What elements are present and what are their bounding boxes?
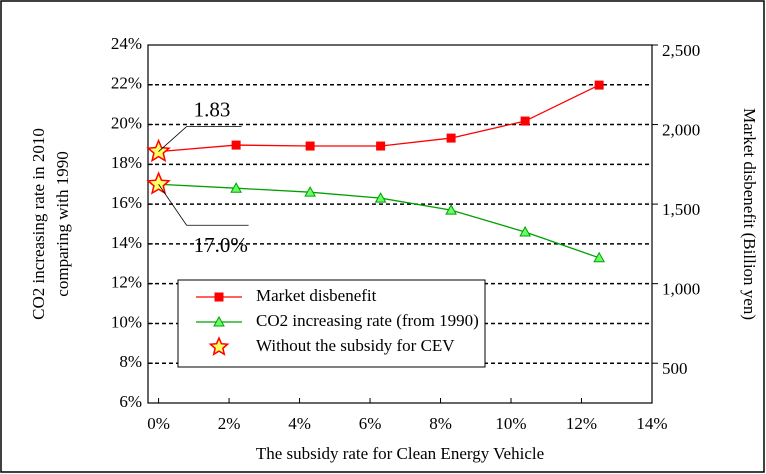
marker (519, 225, 531, 237)
legend-label: Without the subsidy for CEV (256, 336, 455, 355)
marker (305, 141, 315, 151)
y-tick-label: 24% (111, 34, 142, 53)
marker (231, 140, 241, 150)
marker (594, 80, 604, 90)
marker (230, 182, 242, 193)
y-axis-label: comparing with 1990 (53, 151, 72, 296)
value-label: 17.0% (194, 233, 248, 257)
legend-marker (213, 315, 225, 327)
baseline-star (146, 138, 171, 163)
y-tick-label: 8% (119, 352, 142, 371)
y-axis-label: CO2 increasing rate in 2010 (29, 128, 48, 320)
y2-tick-label: 2,500 (662, 41, 700, 60)
x-tick-label: 12% (566, 414, 597, 433)
baseline-star (146, 171, 171, 195)
legend-marker (214, 292, 224, 302)
x-tick-label: 8% (429, 414, 452, 433)
x-tick-label: 0% (147, 414, 170, 433)
y-tick-label: 20% (111, 113, 142, 132)
y2-tick-label: 2,000 (662, 120, 700, 139)
y-tick-label: 18% (111, 153, 142, 172)
y2-tick-label: 500 (662, 359, 688, 378)
y-tick-label: 14% (111, 233, 142, 252)
legend-label: Market disbenefit (256, 286, 377, 305)
y-tick-label: 6% (119, 392, 142, 411)
legend-box (177, 279, 486, 368)
x-tick-label: 6% (359, 414, 382, 433)
y2-tick-label: 1,000 (662, 280, 700, 299)
marker (593, 251, 605, 263)
marker (376, 141, 386, 151)
plot-border (147, 44, 653, 404)
y-tick-label: 10% (111, 312, 142, 331)
leader-line (158, 126, 242, 152)
x-tick-label: 14% (636, 414, 667, 433)
marker (520, 116, 530, 126)
x-tick-label: 4% (288, 414, 311, 433)
leader-line (158, 183, 249, 226)
marker (374, 192, 387, 203)
y2-tick-label: 1,500 (662, 200, 700, 219)
marker (445, 204, 457, 215)
x-axis-label: The subsidy rate for Clean Energy Vehicl… (256, 444, 544, 463)
x-tick-label: 10% (495, 414, 526, 433)
y-tick-label: 22% (111, 74, 142, 93)
legend-label: CO2 increasing rate (from 1990) (256, 311, 479, 330)
legend-marker (208, 336, 230, 356)
marker (304, 186, 316, 197)
value-label: 1.83 (194, 97, 231, 121)
plot: 6% 8% 10% 12% 14% 16% 18% 20% 22% 24% 500 1,000 1,50… (29, 34, 759, 463)
marker (446, 133, 456, 143)
y2-axis-label: Market disbenefit (Billion yen) (740, 108, 759, 320)
y-tick-label: 12% (111, 273, 142, 292)
x-tick-label: 2% (218, 414, 241, 433)
y-tick-label: 16% (111, 193, 142, 212)
